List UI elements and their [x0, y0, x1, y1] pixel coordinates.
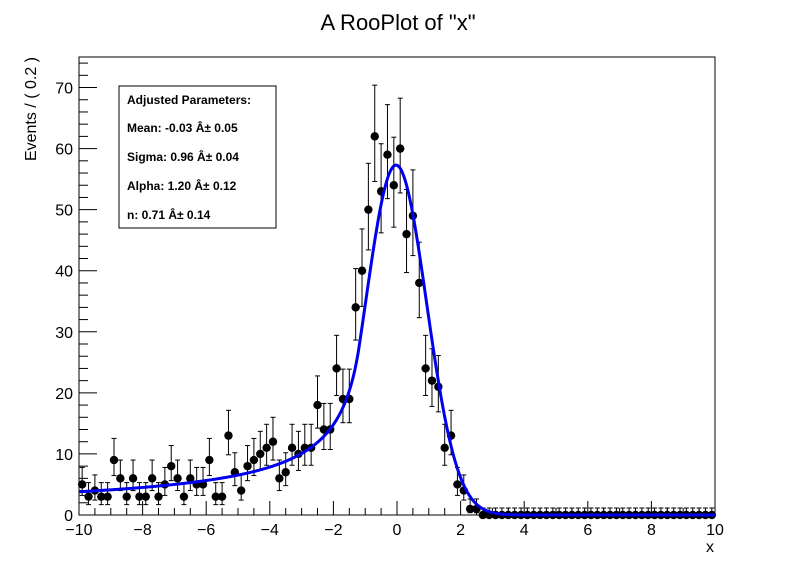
- data-point: [243, 461, 252, 471]
- data-point: [440, 443, 449, 453]
- data-point: [205, 455, 214, 465]
- data-point: [154, 492, 163, 501]
- data-point: [186, 474, 195, 483]
- data-series: [77, 84, 717, 520]
- x-tick-label: −10: [65, 522, 92, 539]
- chart-title: A RooPlot of "x": [320, 10, 475, 35]
- y-tick-label: 30: [55, 325, 73, 342]
- data-point: [167, 461, 176, 471]
- data-point: [249, 455, 259, 465]
- data-point: [383, 150, 392, 159]
- y-tick-label: 70: [55, 81, 73, 98]
- data-point: [135, 492, 144, 501]
- param-mean: Mean: -0.03 Â± 0.05: [127, 120, 238, 135]
- data-point: [389, 181, 399, 190]
- x-tick-label: 6: [583, 522, 592, 539]
- data-point: [427, 376, 437, 385]
- x-axis-title: x: [706, 539, 714, 556]
- data-point: [256, 449, 265, 459]
- x-tick-label: −8: [133, 522, 151, 539]
- data-point: [97, 492, 106, 501]
- data-point: [116, 474, 125, 483]
- data-point: [217, 492, 227, 501]
- data-point: [147, 474, 157, 483]
- param-alpha: Alpha: 1.20 Â± 0.12: [127, 178, 237, 193]
- data-point: [141, 492, 150, 501]
- x-tick-label: −6: [197, 522, 215, 539]
- y-tick-label: 10: [55, 447, 73, 464]
- data-point: [268, 437, 278, 446]
- y-tick-label: 50: [55, 203, 73, 220]
- data-point: [415, 278, 424, 288]
- data-point: [351, 303, 360, 312]
- data-point: [453, 480, 462, 489]
- fit-curve: [78, 163, 715, 517]
- data-point: [128, 474, 138, 483]
- data-point: [364, 205, 373, 214]
- x-tick-label: −2: [324, 522, 342, 539]
- data-point: [236, 486, 246, 495]
- y-tick-label: 0: [64, 508, 73, 525]
- data-point: [357, 266, 367, 275]
- x-tick-label: 4: [520, 522, 529, 539]
- data-point: [370, 132, 379, 141]
- data-point: [465, 504, 475, 514]
- x-tick-label: −4: [261, 522, 279, 539]
- data-point: [319, 425, 329, 434]
- data-point: [402, 229, 411, 239]
- y-tick-label: 20: [55, 386, 73, 403]
- parameters-box-title: Adjusted Parameters:: [127, 93, 251, 107]
- data-point: [77, 480, 87, 489]
- data-point: [262, 443, 271, 453]
- data-point: [275, 474, 284, 483]
- data-point: [84, 492, 93, 501]
- y-axis-title: Events / ( 0.2 ): [23, 57, 40, 161]
- data-point: [122, 492, 131, 501]
- data-point: [173, 474, 182, 483]
- data-point: [478, 510, 488, 520]
- data-point: [421, 364, 430, 373]
- data-point: [287, 443, 297, 453]
- x-tick-label: 2: [456, 522, 465, 539]
- data-point: [281, 468, 290, 477]
- y-tick-label: 60: [55, 142, 73, 159]
- x-tick-label: 8: [647, 522, 656, 539]
- data-point: [313, 400, 322, 410]
- data-point: [211, 492, 220, 501]
- parameters-box: Adjusted Parameters: Mean: -0.03 Â± 0.05…: [118, 85, 277, 229]
- x-axis: −10 −8 −6 −4 −2 0 2 4 6 8 10: [65, 501, 724, 539]
- parameters-box-frame: [118, 85, 277, 229]
- param-sigma: Sigma: 0.96 Â± 0.04: [127, 149, 239, 164]
- data-point: [103, 492, 112, 501]
- data-point: [395, 144, 405, 153]
- data-point: [179, 492, 189, 501]
- y-axis: 0 10 20 30 40 50 60 70: [55, 62, 97, 525]
- param-n: n: 0.71 Â± 0.14: [127, 207, 211, 222]
- data-point: [109, 455, 119, 465]
- data-point: [224, 431, 233, 440]
- x-tick-label: 10: [706, 522, 724, 539]
- y-tick-label: 40: [55, 264, 73, 281]
- data-point: [332, 364, 341, 373]
- x-tick-label: 0: [393, 522, 402, 539]
